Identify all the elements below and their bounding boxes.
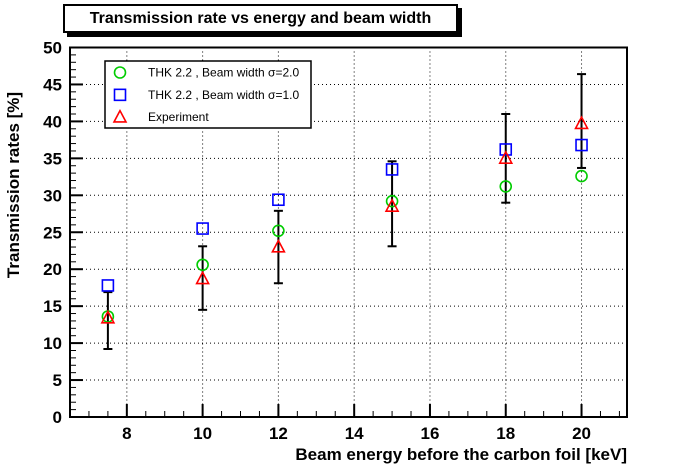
y-tick-label: 10 <box>43 334 62 353</box>
legend-marker-circle <box>113 66 127 79</box>
data-marker-triangle <box>498 150 514 164</box>
data-marker-triangle <box>271 238 286 253</box>
chart-title-box: Transmission rate vs energy and beam wid… <box>63 4 458 33</box>
data-marker-circle <box>499 180 513 193</box>
x-tick-label: 20 <box>572 424 591 443</box>
x-tick-label: 10 <box>193 424 212 443</box>
y-tick-label: 25 <box>43 223 62 242</box>
data-marker-square <box>272 193 285 207</box>
y-tick-label: 0 <box>53 408 62 427</box>
data-marker-square <box>575 138 588 152</box>
y-tick-label: 50 <box>43 39 62 58</box>
data-marker-square <box>196 222 209 235</box>
y-tick-label: 5 <box>53 371 62 390</box>
y-tick-label: 45 <box>43 75 62 94</box>
y-tick-label: 35 <box>43 149 62 168</box>
data-marker-square <box>385 163 399 176</box>
x-axis-title: Beam energy before the carbon foil [keV] <box>295 445 627 464</box>
y-tick-label: 40 <box>43 112 62 131</box>
legend-box <box>104 60 312 129</box>
x-tick-label: 16 <box>421 424 440 443</box>
data-marker-square <box>101 279 115 292</box>
y-tick-label: 20 <box>43 260 62 279</box>
data-marker-circle <box>196 258 209 272</box>
y-axis-title: Transmission rates [%] <box>4 92 23 278</box>
x-tick-label: 18 <box>496 424 515 443</box>
y-tick-label: 15 <box>43 297 62 316</box>
data-marker-triangle <box>384 198 400 212</box>
legend-marker-square <box>113 88 127 102</box>
legend-label: THK 2.2 , Beam width σ=2.0 <box>148 66 299 80</box>
chart-title: Transmission rate vs energy and beam wid… <box>89 10 432 27</box>
data-marker-triangle <box>574 115 589 130</box>
data-marker-circle <box>385 194 399 208</box>
legend-label: THK 2.2 , Beam width σ=1.0 <box>148 88 299 102</box>
x-tick-label: 14 <box>345 424 364 443</box>
y-tick-label: 30 <box>43 186 62 205</box>
x-tick-label: 8 <box>122 424 131 443</box>
data-marker-square <box>499 143 513 156</box>
data-marker-triangle <box>100 309 116 324</box>
data-marker-circle <box>575 169 588 183</box>
data-marker-circle <box>272 224 285 238</box>
data-marker-triangle <box>195 270 210 285</box>
legend-marker-triangle <box>112 108 128 123</box>
x-tick-label: 12 <box>269 424 288 443</box>
legend-label: Experiment <box>148 110 209 124</box>
